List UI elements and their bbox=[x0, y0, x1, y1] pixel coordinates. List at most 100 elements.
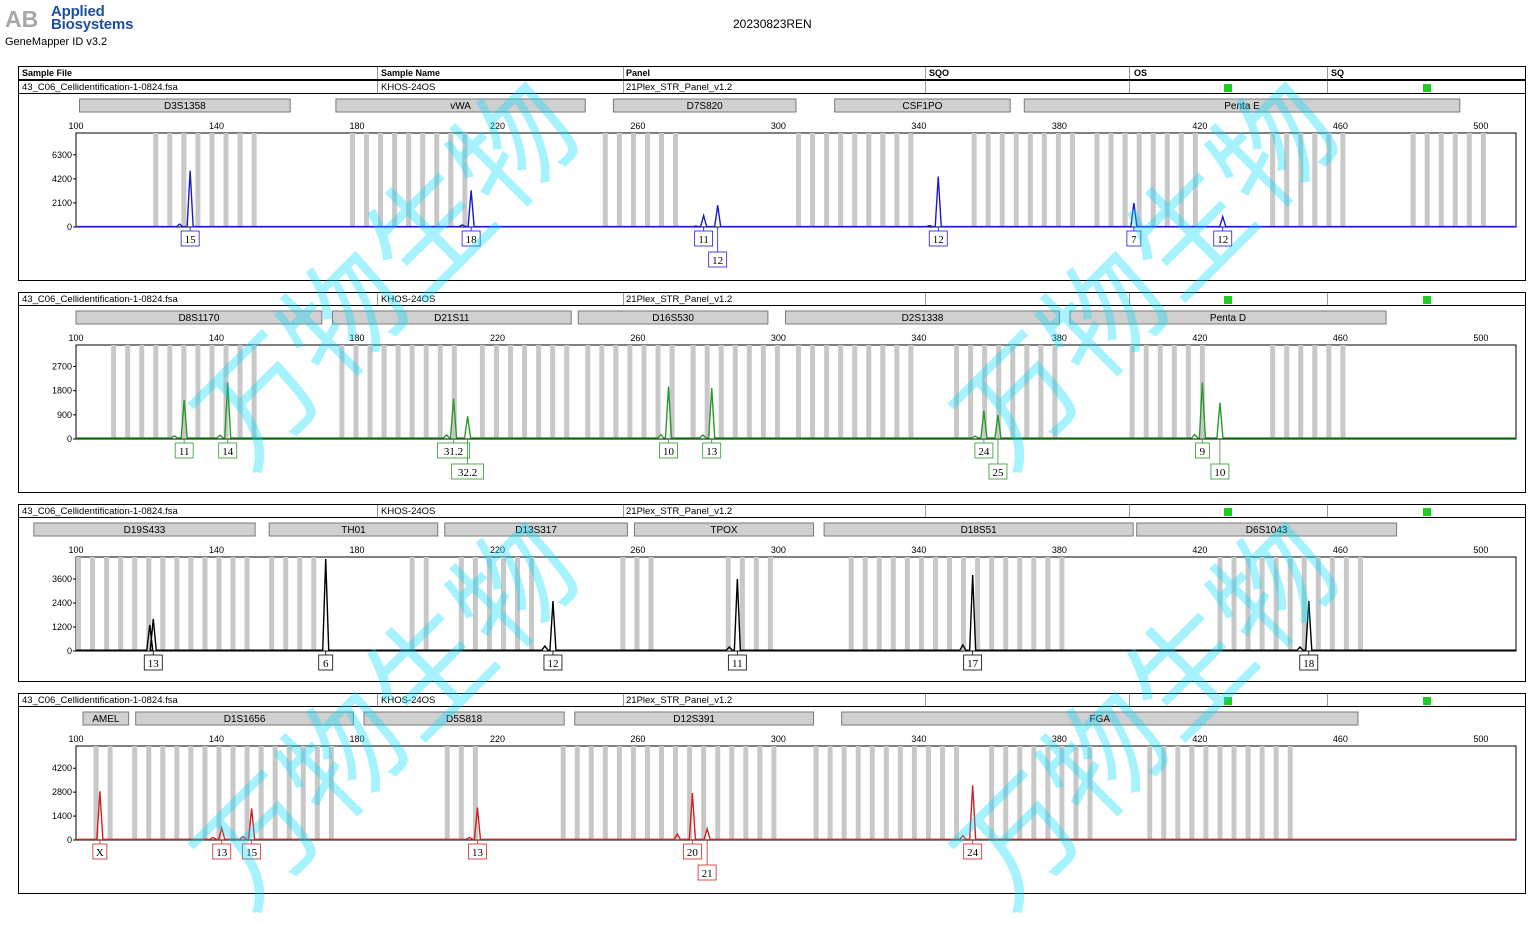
allelic-bin bbox=[810, 345, 816, 438]
allele-call-box[interactable] bbox=[437, 442, 470, 459]
allelic-bin bbox=[125, 345, 131, 438]
allelic-bin bbox=[1326, 345, 1332, 438]
size-tick-label: 300 bbox=[771, 545, 786, 555]
marker-bar[interactable] bbox=[268, 522, 439, 537]
allelic-bin bbox=[251, 133, 257, 226]
allelic-bin bbox=[627, 345, 633, 438]
marker-bar[interactable] bbox=[363, 711, 565, 726]
allelic-bin bbox=[673, 746, 679, 839]
allelic-bin bbox=[767, 557, 773, 650]
allele-call-box[interactable] bbox=[1126, 230, 1142, 247]
marker-bar[interactable] bbox=[633, 522, 815, 537]
allele-call-box[interactable] bbox=[963, 843, 983, 860]
allele-call-label: 15 bbox=[185, 234, 197, 246]
allele-call-box[interactable] bbox=[1194, 442, 1210, 459]
allele-call-box[interactable] bbox=[451, 463, 485, 480]
intensity-tick-label: 6300 bbox=[52, 150, 72, 160]
electropherogram-plot: AMEL D1S1656 D5S818 D12S391 FGA 100 140 180 220 2… bbox=[52, 711, 1517, 881]
allele-call-box[interactable] bbox=[727, 654, 747, 671]
allele-call-label: 12 bbox=[1217, 234, 1228, 246]
allelic-bin bbox=[258, 746, 264, 839]
size-tick-label: 100 bbox=[68, 333, 83, 343]
allele-call-box[interactable] bbox=[468, 843, 487, 860]
sample-row[interactable]: 43_C06_Cellidentification-1-0824.fsa KHOS… bbox=[19, 504, 1525, 518]
allele-call-box[interactable] bbox=[694, 230, 714, 247]
allelic-bin bbox=[918, 557, 924, 650]
applied-biosystems-logo: AB Applied Biosystems bbox=[5, 4, 145, 33]
marker-bar[interactable] bbox=[75, 310, 323, 325]
marker-bar[interactable] bbox=[574, 711, 815, 726]
allelic-bin bbox=[1189, 746, 1195, 839]
allelic-bin bbox=[458, 746, 464, 839]
allele-call-label: 12 bbox=[933, 234, 944, 246]
allele-call-box[interactable] bbox=[708, 251, 728, 268]
allelic-bin bbox=[1175, 746, 1181, 839]
marker-bar[interactable] bbox=[33, 522, 256, 537]
allelic-bin bbox=[448, 133, 454, 226]
marker-bar[interactable] bbox=[784, 310, 1060, 325]
marker-bar[interactable] bbox=[841, 711, 1359, 726]
intensity-tick-label: 2700 bbox=[52, 361, 72, 371]
allelic-bin bbox=[585, 345, 591, 438]
report-title: 20230823REN bbox=[733, 17, 812, 31]
sample-row[interactable]: 43_C06_Cellidentification-1-0824.fsa KHOS… bbox=[19, 693, 1525, 707]
allele-call-box[interactable] bbox=[180, 230, 200, 247]
allele-call-box[interactable] bbox=[92, 843, 108, 860]
allele-call-box[interactable] bbox=[543, 654, 563, 671]
allelic-bin bbox=[1284, 345, 1290, 438]
allele-call-box[interactable] bbox=[242, 843, 262, 860]
marker-bar[interactable] bbox=[331, 310, 572, 325]
marker-bar[interactable] bbox=[79, 98, 291, 113]
allele-call-box[interactable] bbox=[174, 442, 194, 459]
allele-call-label: 13 bbox=[472, 847, 484, 859]
allelic-bin bbox=[209, 133, 215, 226]
size-tick-label: 300 bbox=[771, 121, 786, 131]
allelic-bin bbox=[947, 557, 953, 650]
marker-bar[interactable] bbox=[335, 98, 586, 113]
allele-call-box[interactable] bbox=[974, 442, 994, 459]
size-tick-label: 500 bbox=[1473, 734, 1488, 744]
allele-call-box[interactable] bbox=[659, 442, 678, 459]
allele-call-label: 13 bbox=[148, 658, 160, 670]
allelic-bin bbox=[655, 345, 661, 438]
marker-bar[interactable] bbox=[1069, 310, 1387, 325]
size-tick-label: 460 bbox=[1333, 545, 1348, 555]
marker-bar[interactable] bbox=[82, 711, 130, 726]
allele-call-box[interactable] bbox=[212, 843, 232, 860]
sample-row[interactable]: 43_C06_Cellidentification-1-0824.fsa KHOS… bbox=[19, 292, 1525, 306]
quality-flag-icon bbox=[1224, 697, 1232, 705]
allelic-bin bbox=[634, 557, 640, 650]
allele-call-box[interactable] bbox=[682, 843, 702, 860]
marker-bar[interactable] bbox=[1023, 98, 1461, 113]
marker-bar[interactable] bbox=[612, 98, 797, 113]
marker-bar[interactable] bbox=[135, 711, 354, 726]
allele-call-box[interactable] bbox=[1213, 230, 1233, 247]
allelic-bin bbox=[1217, 746, 1223, 839]
marker-bar[interactable] bbox=[444, 522, 628, 537]
marker-bar[interactable] bbox=[1136, 522, 1398, 537]
allele-call-box[interactable] bbox=[218, 442, 238, 459]
marker-bar[interactable] bbox=[834, 98, 1011, 113]
sample-row[interactable]: 43_C06_Cellidentification-1-0824.fsa KHOS… bbox=[19, 80, 1525, 94]
allele-call-box[interactable] bbox=[461, 230, 481, 247]
allelic-bin bbox=[132, 746, 138, 839]
allele-call-box[interactable] bbox=[1299, 654, 1319, 671]
allele-call-box[interactable] bbox=[1210, 463, 1230, 480]
allelic-bin bbox=[841, 746, 847, 839]
allele-call-box[interactable] bbox=[963, 654, 983, 671]
marker-bar[interactable] bbox=[823, 522, 1134, 537]
allelic-bin bbox=[827, 746, 833, 839]
allele-call-box[interactable] bbox=[318, 654, 334, 671]
allele-call-box[interactable] bbox=[702, 442, 722, 459]
allelic-bin bbox=[1438, 133, 1444, 226]
allele-call-box[interactable] bbox=[143, 654, 163, 671]
allelic-bin bbox=[181, 345, 187, 438]
marker-bar[interactable] bbox=[577, 310, 769, 325]
allelic-bin bbox=[406, 133, 412, 226]
allelic-bin bbox=[202, 557, 208, 650]
allelic-bin bbox=[339, 345, 345, 438]
allele-call-box[interactable] bbox=[988, 463, 1008, 480]
allele-call-box[interactable] bbox=[697, 864, 717, 881]
allele-call-box[interactable] bbox=[928, 230, 948, 247]
allelic-bin bbox=[1045, 746, 1051, 839]
